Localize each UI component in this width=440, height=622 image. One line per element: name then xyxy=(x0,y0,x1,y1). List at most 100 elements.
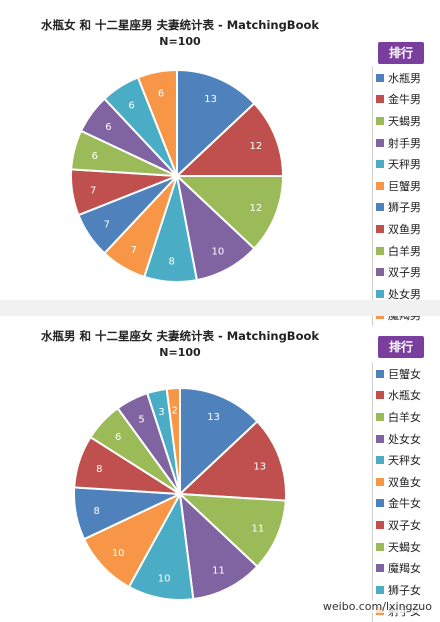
watermark: weibo.com/lxingzuo xyxy=(320,600,434,613)
slice-data-label: 11 xyxy=(212,566,225,577)
legend-item: 双鱼女 xyxy=(376,471,438,493)
chart-title: 水瓶男 和 十二星座女 夫妻统计表 - MatchingBook xyxy=(40,329,320,343)
legend-item: 狮子女 xyxy=(376,579,438,601)
pie-slice-12 xyxy=(136,68,178,177)
legend-swatch xyxy=(376,542,384,551)
slice-data-label: 7 xyxy=(90,185,96,196)
pie-chart-2: 13 13 11 11 10 10 8 8 6 5 3 2 xyxy=(73,386,287,601)
pie-slice-4 xyxy=(178,491,259,601)
slice-data-label: 6 xyxy=(128,100,134,111)
slice-data-label: 13 xyxy=(204,94,217,105)
legend-label: 双鱼男 xyxy=(388,222,421,236)
legend-item: 处女男 xyxy=(376,283,438,305)
legend-label: 双子女 xyxy=(388,518,421,532)
slice-data-label: 6 xyxy=(115,432,121,443)
legend-title: 排行 xyxy=(378,336,424,358)
legend-item: 处女女 xyxy=(376,428,438,450)
pie-slice-2 xyxy=(174,102,285,177)
legend-swatch xyxy=(376,585,384,594)
legend-label: 双鱼女 xyxy=(388,475,421,489)
pie-slice-3 xyxy=(177,492,287,568)
pie-chart-1: 13 12 12 10 8 7 7 7 6 6 6 6 xyxy=(70,68,285,283)
legend-item: 魔羯女 xyxy=(376,557,438,579)
legend-swatch xyxy=(376,73,384,82)
legend-swatch xyxy=(376,138,384,147)
legend-item: 金牛男 xyxy=(376,89,438,111)
legend-item: 狮子男 xyxy=(376,197,438,219)
slice-data-label: 12 xyxy=(249,141,262,152)
slice-data-label: 8 xyxy=(168,257,174,268)
legend-label: 白羊男 xyxy=(388,244,421,258)
slice-data-label: 6 xyxy=(105,122,111,133)
legend-swatch xyxy=(376,116,384,125)
legend-label: 水瓶男 xyxy=(388,71,421,85)
slice-data-label: 6 xyxy=(158,89,164,100)
legend-item: 双鱼男 xyxy=(376,218,438,240)
legend-label: 天蝎男 xyxy=(388,114,421,128)
legend-2: 巨蟹女水瓶女白羊女处女女天秤女双鱼女金牛女双子女天蝎女魔羯女狮子女射手女 xyxy=(372,363,438,622)
slice-data-label: 3 xyxy=(158,407,164,418)
legend-swatch xyxy=(376,181,384,190)
legend-title: 排行 xyxy=(378,42,424,64)
legend-label: 天秤女 xyxy=(388,454,421,468)
legend-swatch xyxy=(376,477,384,486)
legend-item: 白羊男 xyxy=(376,240,438,262)
legend-item: 白羊女 xyxy=(376,406,438,428)
legend-swatch xyxy=(376,203,384,212)
slice-data-label: 8 xyxy=(96,464,102,475)
legend-label: 水瓶女 xyxy=(388,389,421,403)
legend-label: 魔羯女 xyxy=(388,562,421,576)
slice-data-label: 10 xyxy=(112,548,125,559)
legend-swatch xyxy=(376,369,384,378)
pie-slice-2 xyxy=(177,420,287,502)
pie-slice-3 xyxy=(174,175,285,250)
slice-data-label: 6 xyxy=(92,151,98,162)
legend-label: 狮子女 xyxy=(388,583,421,597)
divider xyxy=(0,300,440,316)
legend-label: 巨蟹女 xyxy=(388,367,421,381)
chart-subtitle: N=100 xyxy=(159,346,201,359)
legend-item: 金牛女 xyxy=(376,493,438,515)
legend-item: 天秤女 xyxy=(376,449,438,471)
legend-label: 天蝎女 xyxy=(388,540,421,554)
slice-data-label: 10 xyxy=(158,573,171,584)
chart-panel-2: 水瓶男 和 十二星座女 夫妻统计表 - MatchingBook N=100 1… xyxy=(0,316,440,622)
legend-label: 天秤男 xyxy=(388,158,421,172)
legend-item: 双子女 xyxy=(376,514,438,536)
legend-item: 天蝎女 xyxy=(376,536,438,558)
legend-swatch xyxy=(376,391,384,400)
slice-data-label: 7 xyxy=(104,220,110,231)
chart-subtitle: N=100 xyxy=(159,35,201,48)
chart-title: 水瓶女 和 十二星座男 夫妻统计表 - MatchingBook xyxy=(40,18,320,32)
legend-1: 水瓶男金牛男天蝎男射手男天秤男巨蟹男狮子男双鱼男白羊男双子男处女男魔羯男 xyxy=(372,67,438,327)
legend-swatch xyxy=(376,268,384,277)
legend-swatch xyxy=(376,564,384,573)
legend-item: 水瓶女 xyxy=(376,385,438,407)
legend-label: 射手男 xyxy=(388,136,421,150)
legend-label: 狮子男 xyxy=(388,201,421,215)
legend-swatch xyxy=(376,289,384,298)
pie-slice-1 xyxy=(176,68,256,179)
legend-label: 金牛女 xyxy=(388,497,421,511)
legend-swatch xyxy=(376,499,384,508)
pie-slice-12 xyxy=(165,386,181,495)
legend-swatch xyxy=(376,95,384,104)
legend-item: 射手男 xyxy=(376,132,438,154)
legend-item: 双子男 xyxy=(376,261,438,283)
legend-label: 白羊女 xyxy=(388,410,421,424)
slice-data-label: 13 xyxy=(253,461,266,472)
legend-swatch xyxy=(376,434,384,443)
slice-data-label: 13 xyxy=(207,412,220,423)
legend-label: 金牛男 xyxy=(388,93,421,107)
slice-data-label: 11 xyxy=(251,524,264,535)
legend-item: 巨蟹女 xyxy=(376,363,438,385)
slice-data-label: 7 xyxy=(131,245,137,256)
legend-item: 天秤男 xyxy=(376,153,438,175)
pie-slice-1 xyxy=(179,386,259,497)
legend-item: 巨蟹男 xyxy=(376,175,438,197)
legend-item: 天蝎男 xyxy=(376,110,438,132)
legend-label: 双子男 xyxy=(388,266,421,280)
slice-data-label: 12 xyxy=(249,203,262,214)
slice-data-label: 8 xyxy=(94,506,100,517)
legend-swatch xyxy=(376,456,384,465)
